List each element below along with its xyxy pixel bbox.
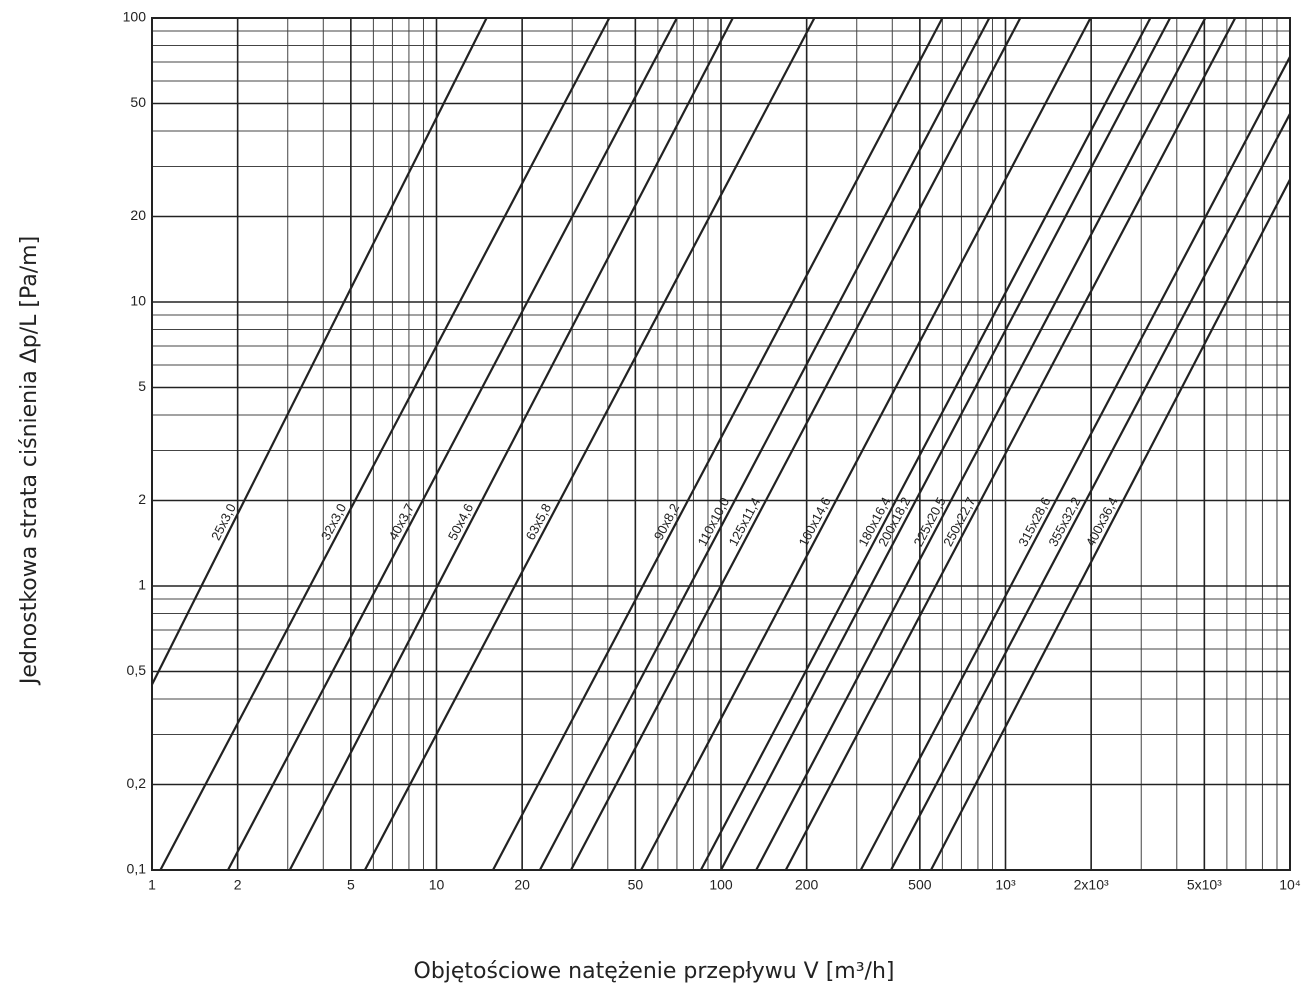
pressure-line — [227, 17, 678, 871]
x-tick-label: 5 — [347, 877, 355, 893]
pressure-line — [755, 17, 1207, 871]
pressure-line — [930, 178, 1291, 871]
x-tick-label: 10 — [429, 877, 445, 893]
x-tick-label: 10⁴ — [1279, 877, 1301, 893]
x-tick-label: 200 — [795, 877, 819, 893]
y-tick-label: 0,2 — [127, 775, 147, 791]
pressure-line — [538, 17, 991, 871]
y-tick-label: 50 — [130, 94, 146, 110]
x-tick-label: 20 — [514, 877, 530, 893]
pressure-line — [784, 17, 1237, 871]
x-axis-label: Objętościowe natężenie przepływu V [m³/h… — [414, 959, 895, 984]
pressure-line — [640, 17, 1092, 871]
y-axis-label: Jednostkowa strata ciśnienia Δp/L [Pa/m] — [17, 236, 42, 686]
pressure-line — [570, 17, 1022, 871]
y-tick-label: 100 — [123, 9, 147, 25]
y-tick-label: 0,5 — [127, 662, 147, 678]
x-tick-label: 500 — [908, 877, 932, 893]
x-tick-label: 100 — [709, 877, 733, 893]
x-tick-label: 10³ — [995, 877, 1016, 893]
x-tick-label: 5x10³ — [1187, 877, 1222, 893]
pressure-line — [288, 17, 734, 871]
y-tick-label: 1 — [138, 577, 146, 593]
pressure-line — [363, 17, 816, 871]
pressure-line — [890, 113, 1291, 871]
pressure-line — [699, 17, 1152, 871]
pressure-line — [159, 17, 611, 871]
x-tick-label: 1 — [148, 877, 156, 893]
y-tick-label: 10 — [130, 293, 146, 309]
y-tick-label: 5 — [138, 378, 146, 394]
pressure-line — [151, 17, 488, 685]
y-tick-label: 20 — [130, 207, 146, 223]
y-tick-label: 2 — [138, 491, 146, 507]
y-tick-label: 0,1 — [127, 861, 147, 877]
pressure-line — [720, 17, 1172, 871]
x-tick-label: 2 — [234, 877, 242, 893]
x-tick-label: 50 — [628, 877, 644, 893]
x-tick-label: 2x10³ — [1074, 877, 1109, 893]
pressure-line — [492, 17, 944, 871]
pressure-line — [859, 56, 1291, 871]
